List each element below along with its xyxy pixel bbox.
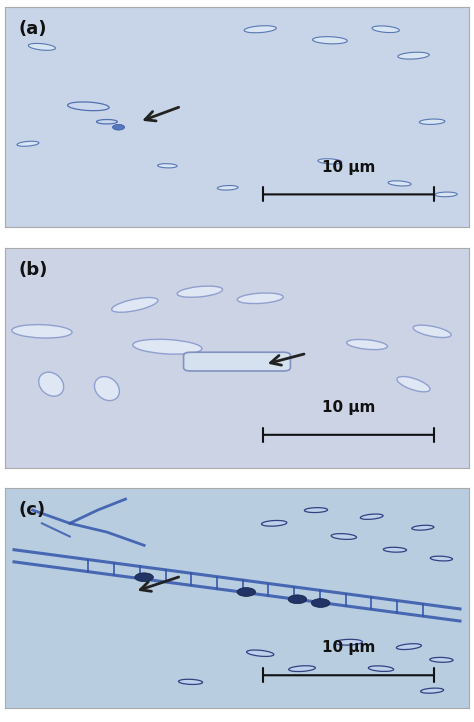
Ellipse shape <box>289 666 315 671</box>
Ellipse shape <box>28 43 55 51</box>
Ellipse shape <box>331 534 356 539</box>
Ellipse shape <box>413 325 451 337</box>
FancyBboxPatch shape <box>183 352 291 371</box>
Ellipse shape <box>397 377 430 392</box>
Text: 10 μm: 10 μm <box>322 640 375 656</box>
Circle shape <box>112 124 125 130</box>
Text: 10 μm: 10 μm <box>322 400 375 415</box>
Ellipse shape <box>335 639 363 645</box>
Text: (c): (c) <box>18 501 46 519</box>
Circle shape <box>135 573 154 582</box>
Ellipse shape <box>246 650 274 656</box>
Ellipse shape <box>177 286 222 297</box>
Ellipse shape <box>398 52 429 59</box>
Ellipse shape <box>419 119 445 124</box>
Ellipse shape <box>360 514 383 519</box>
Circle shape <box>288 595 307 604</box>
Ellipse shape <box>262 521 287 526</box>
Ellipse shape <box>97 120 118 124</box>
Text: 10 μm: 10 μm <box>322 160 375 175</box>
Circle shape <box>237 588 255 596</box>
Text: (a): (a) <box>18 20 47 38</box>
Ellipse shape <box>430 658 453 662</box>
Ellipse shape <box>388 180 411 186</box>
Ellipse shape <box>68 102 109 110</box>
Text: (b): (b) <box>18 261 48 279</box>
Ellipse shape <box>17 142 39 147</box>
Ellipse shape <box>435 192 457 196</box>
Ellipse shape <box>304 508 328 513</box>
Ellipse shape <box>420 688 444 693</box>
Ellipse shape <box>346 339 387 349</box>
Ellipse shape <box>179 679 202 684</box>
Ellipse shape <box>372 26 399 32</box>
Ellipse shape <box>133 339 202 355</box>
Ellipse shape <box>157 164 177 168</box>
Ellipse shape <box>217 186 238 190</box>
Ellipse shape <box>39 372 64 396</box>
Ellipse shape <box>94 377 119 401</box>
Ellipse shape <box>12 325 72 338</box>
Ellipse shape <box>244 26 276 32</box>
Ellipse shape <box>112 297 158 312</box>
Ellipse shape <box>412 526 434 530</box>
Ellipse shape <box>430 556 453 561</box>
Ellipse shape <box>396 644 421 650</box>
Ellipse shape <box>368 666 393 671</box>
Ellipse shape <box>237 293 283 303</box>
Ellipse shape <box>383 547 407 552</box>
Circle shape <box>311 599 330 607</box>
Ellipse shape <box>312 37 347 44</box>
Ellipse shape <box>318 159 342 164</box>
